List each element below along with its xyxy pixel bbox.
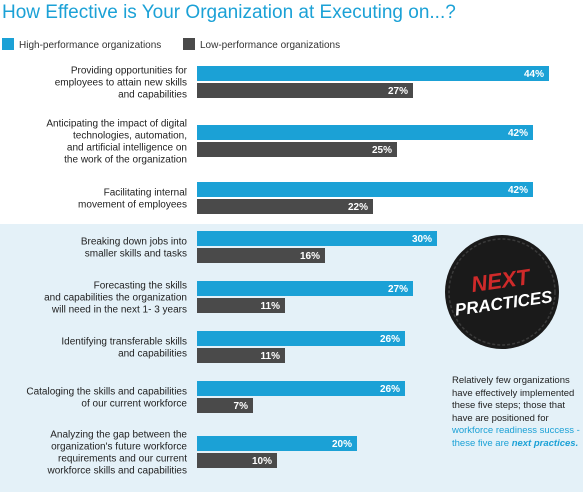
bar-high [197, 182, 533, 197]
data-label-low: 7% [234, 401, 249, 412]
note-highlight: workforce readiness success - these five… [452, 425, 580, 449]
category-label: requirements and our current [58, 454, 187, 465]
category-label: the work of the organization [64, 155, 187, 166]
bar-low [197, 298, 285, 313]
category-label: organization's future workforce [51, 442, 187, 453]
category-label: of our current workforce [81, 399, 187, 410]
data-label-high: 44% [524, 69, 544, 80]
category-label: Identifying transferable skills [61, 337, 187, 348]
category-label: and artificial intelligence on [67, 143, 187, 154]
legend-swatch-low [183, 38, 195, 50]
bar-high [197, 281, 413, 296]
note-text: Relatively few organizations have effect… [452, 375, 575, 424]
data-label-low: 11% [261, 301, 281, 312]
category-label: and capabilities [118, 90, 187, 101]
legend-swatch-high [2, 38, 14, 50]
bar-high [197, 125, 533, 140]
badge-ring [448, 238, 556, 346]
bar-high [197, 436, 357, 451]
bar-high [197, 231, 437, 246]
next-practices-note: Relatively few organizations have effect… [452, 375, 580, 450]
legend-label-high: High-performance organizations [19, 40, 162, 51]
category-label: and capabilities the organization [44, 293, 187, 304]
data-label-high: 27% [388, 284, 408, 295]
bar-high [197, 381, 405, 396]
category-label: movement of employees [78, 200, 187, 211]
legend-item-low: Low-performance organizations [183, 38, 340, 51]
data-label-high: 26% [380, 384, 400, 395]
bar-low [197, 398, 253, 413]
category-label: smaller skills and tasks [85, 249, 187, 260]
category-label: Facilitating internal [104, 188, 187, 199]
category-label: Cataloging the skills and capabilities [26, 387, 187, 398]
bar-low [197, 142, 397, 157]
data-label-high: 26% [380, 334, 400, 345]
data-label-low: 25% [372, 145, 392, 156]
data-label-low: 11% [261, 351, 281, 362]
category-label: workforce skills and capabilities [46, 466, 187, 477]
category-label: technologies, automation, [73, 131, 187, 142]
data-label-high: 20% [332, 439, 352, 450]
category-label: Anticipating the impact of digital [46, 119, 187, 130]
next-practices-badge: NEXT PRACTICES [445, 235, 559, 349]
category-label: Forecasting the skills [94, 281, 187, 292]
category-label: Breaking down jobs into [81, 237, 188, 248]
data-label-high: 42% [508, 185, 528, 196]
category-label: Providing opportunities for [71, 66, 188, 77]
legend-label-low: Low-performance organizations [200, 40, 341, 51]
category-label: and capabilities [118, 349, 187, 360]
data-label-low: 10% [252, 456, 272, 467]
data-label-low: 22% [348, 202, 368, 213]
data-label-high: 30% [412, 234, 432, 245]
data-label-low: 16% [300, 251, 320, 262]
category-label: will need in the next 1- 3 years [51, 305, 187, 316]
bar-low [197, 83, 413, 98]
category-label: employees to attain new skills [55, 78, 187, 89]
badge-circle [445, 235, 559, 349]
data-label-low: 27% [388, 86, 408, 97]
bar-low [197, 348, 285, 363]
note-emphasis: next practices. [511, 437, 579, 449]
data-label-high: 42% [508, 128, 528, 139]
bar-high [197, 331, 405, 346]
bar-high [197, 66, 549, 81]
category-label: Analyzing the gap between the [50, 430, 187, 441]
chart-title: How Effective is Your Organization at Ex… [2, 2, 456, 23]
bar-low [197, 199, 373, 214]
bar-low [197, 248, 325, 263]
legend-item-high: High-performance organizations [2, 38, 161, 51]
bar-low [197, 453, 277, 468]
